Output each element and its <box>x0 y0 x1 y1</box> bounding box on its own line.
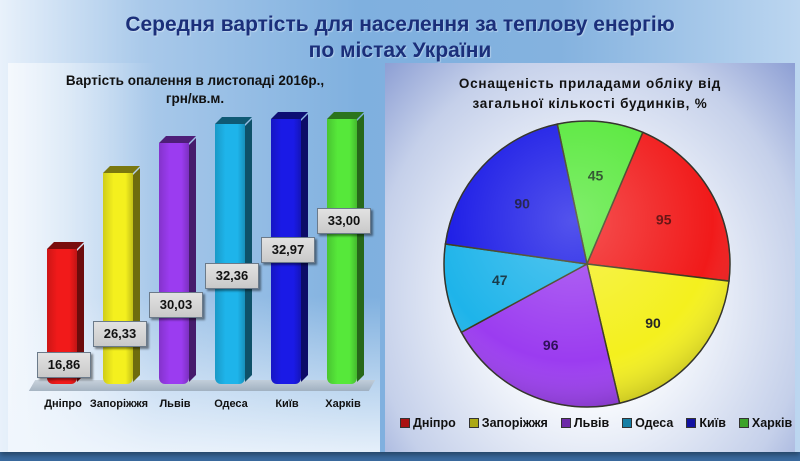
legend-label: Львів <box>573 416 610 430</box>
legend-swatch-icon <box>622 418 633 428</box>
bar-value-label: 16,86 <box>37 352 91 378</box>
bar-value-label: 33,00 <box>317 208 371 234</box>
bar-5 <box>327 112 364 384</box>
bar-category-label: Київ <box>275 398 299 410</box>
bar-category-label: Дніпро <box>44 398 82 410</box>
legend-label: Харків <box>751 416 793 430</box>
legend-item: Дніпро <box>400 416 456 430</box>
bar-category-label: Львів <box>159 398 191 410</box>
bar-value-label: 26,33 <box>93 321 147 347</box>
bar-category-label: Запоріжжя <box>89 398 149 410</box>
legend-item: Харків <box>738 416 793 430</box>
bar-1 <box>103 166 140 384</box>
legend-swatch-icon <box>738 418 749 428</box>
page-title-line2: по містах України <box>308 39 492 62</box>
legend-swatch-icon <box>686 418 697 428</box>
bar-chart-title-line2: грн/кв.м. <box>165 91 225 106</box>
legend-item: Запоріжжя <box>468 416 548 430</box>
bar-category-label: Одеса <box>214 398 248 410</box>
page-title-line1: Середня вартість для населення за теплов… <box>125 13 675 36</box>
bar-category-label: Харків <box>325 398 361 410</box>
pie-gloss <box>443 120 731 408</box>
bar-chart-title: Вартість опалення в листопаді 2016р., гр… <box>30 72 360 108</box>
legend-item: Одеса <box>622 416 673 430</box>
legend-label: Київ <box>699 416 726 430</box>
legend-label: Одеса <box>635 416 674 430</box>
legend-label: Дніпро <box>413 416 456 430</box>
bar-2 <box>159 136 196 384</box>
legend-swatch-icon <box>468 418 479 428</box>
page-title: Середня вартість для населення за теплов… <box>0 12 800 64</box>
pie-chart-title-line1: Оснащеність приладами обліку від <box>458 76 722 91</box>
bar-3 <box>215 117 252 384</box>
bar-value-label: 32,36 <box>205 263 259 289</box>
legend-item: Київ <box>686 416 726 430</box>
pie-chart-legend: Дніпро Запоріжжя Львів Одеса Київ Харків <box>400 416 792 430</box>
legend-item: Львів <box>560 416 610 430</box>
legend-swatch-icon <box>560 418 571 428</box>
legend-label: Запоріжжя <box>481 416 548 430</box>
pie-chart-title: Оснащеність приладами обліку від загальн… <box>385 74 795 114</box>
legend-swatch-icon <box>400 418 410 428</box>
pie-chart-title-line2: загальної кількості будинків, % <box>472 96 708 111</box>
bar-value-label: 32,97 <box>261 237 315 263</box>
bar-value-label: 30,03 <box>149 292 203 318</box>
bar-chart-title-line1: Вартість опалення в листопаді 2016р., <box>65 73 325 88</box>
